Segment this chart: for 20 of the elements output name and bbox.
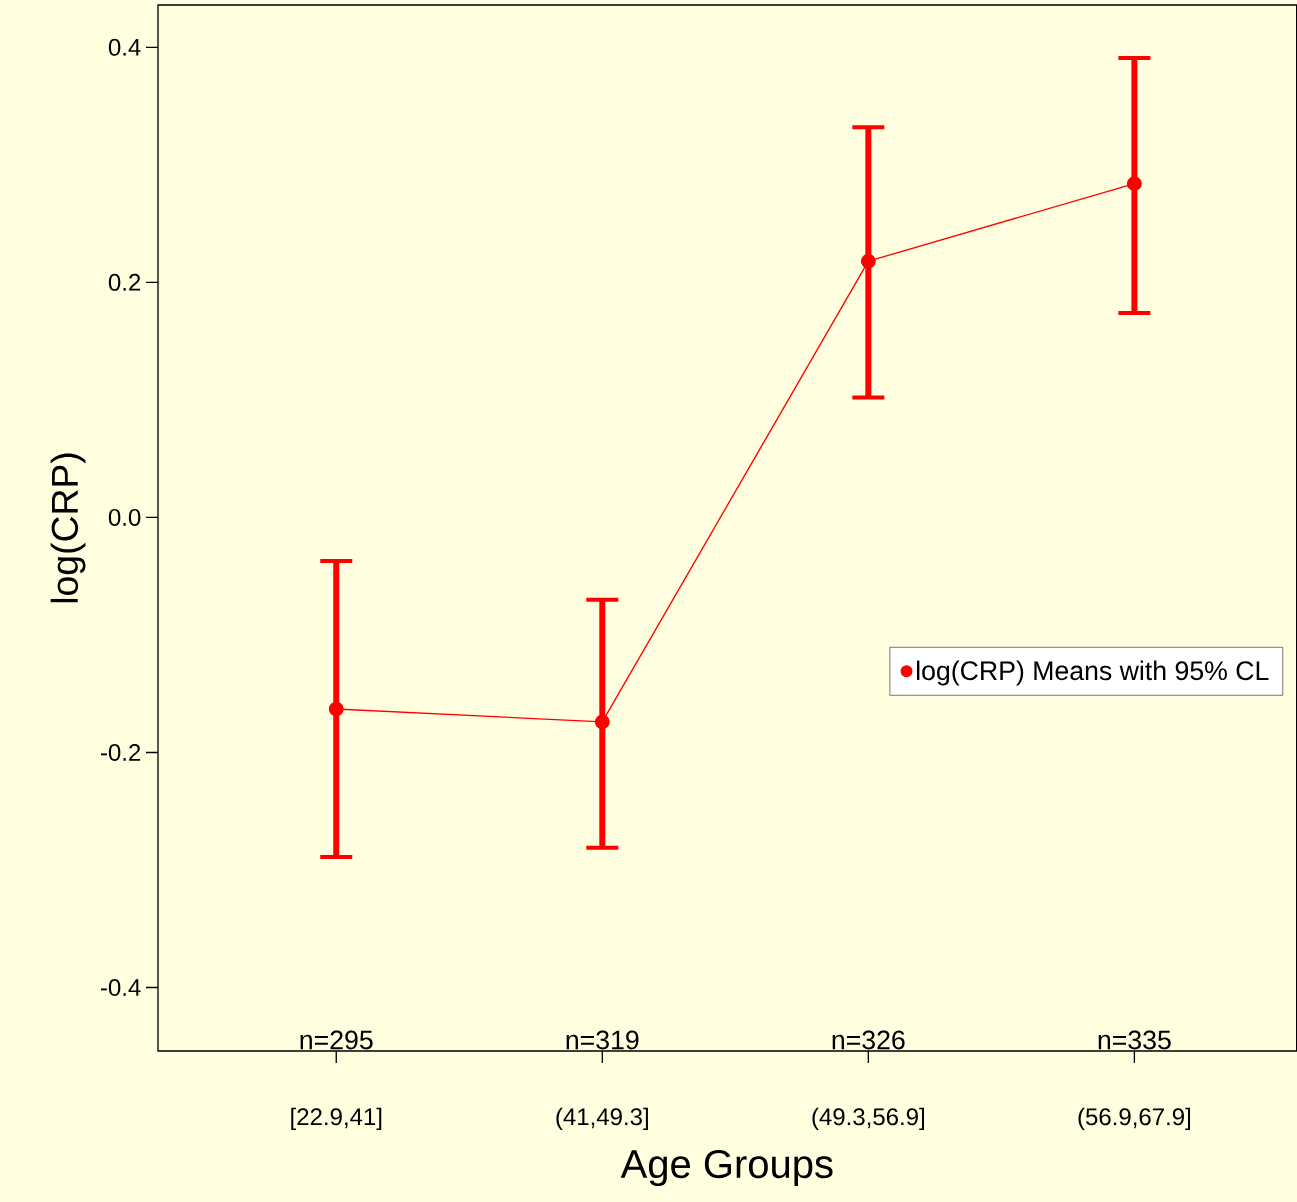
x-tick-label: [22.9,41]: [291, 1107, 382, 1131]
annotation: n=319: [566, 1030, 639, 1050]
x-tick-label: (41,49.3]: [556, 1107, 648, 1131]
point: [1127, 176, 1142, 191]
point: [861, 253, 876, 269]
x-axis-title: Age Groups: [620, 1149, 833, 1187]
x-tick-label: (56.9,67.9]: [1078, 1107, 1191, 1131]
annotation: n=335: [1098, 1030, 1171, 1050]
x-tick-label: (49.3,56.9]: [812, 1107, 924, 1131]
y-axis-title: log(CRP): [50, 453, 86, 603]
y-tick-label: -0.4: [101, 979, 141, 997]
point: [594, 714, 610, 730]
y-tick-label: -0.2: [101, 743, 141, 761]
legend-label: log(CRP) Means with 95% CL: [917, 660, 1269, 686]
y-tick-label: 0.2: [108, 273, 141, 291]
point: [328, 701, 344, 717]
y-tick-label: 0.0: [108, 508, 141, 526]
y-tick-label: 0.4: [108, 38, 141, 56]
annotation: n=326: [832, 1030, 905, 1050]
annotation: n=295: [300, 1030, 373, 1050]
